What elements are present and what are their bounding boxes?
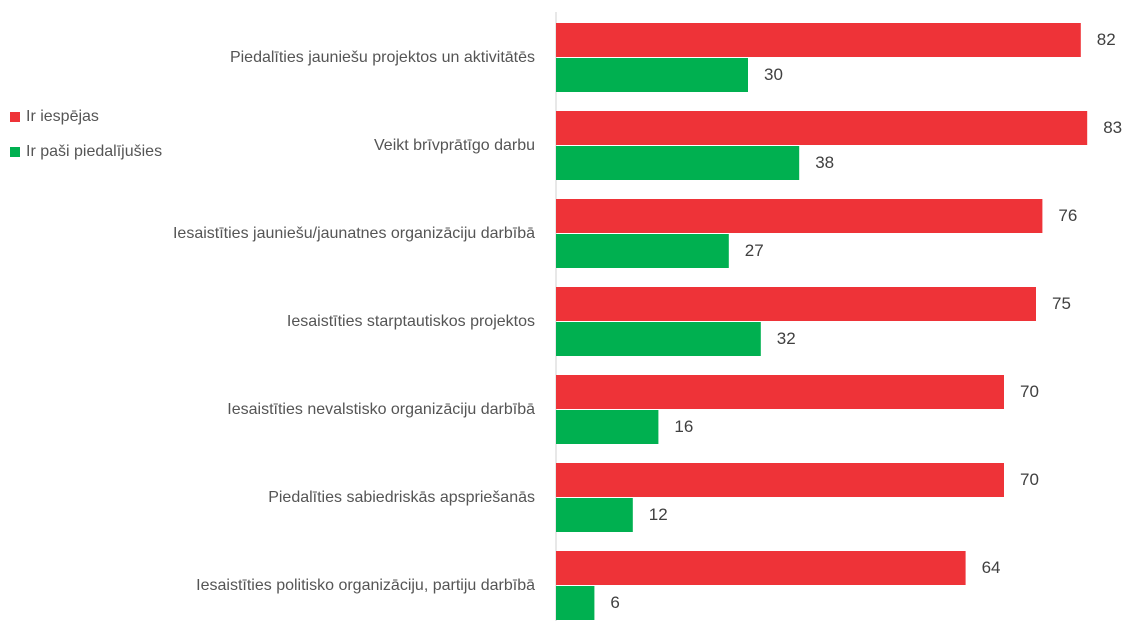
- legend-swatch: [10, 112, 20, 122]
- bar: [556, 586, 595, 620]
- bar: [556, 146, 800, 180]
- category-label: Veikt brīvprātīgo darbu: [374, 137, 535, 154]
- bar: [556, 410, 659, 444]
- value-label: 27: [745, 241, 764, 260]
- category-label: Iesaistīties starptautiskos projektos: [287, 313, 535, 330]
- value-label: 70: [1020, 382, 1039, 401]
- bar: [556, 199, 1043, 233]
- value-label: 82: [1097, 30, 1116, 49]
- category-label: Iesaistīties politisko organizāciju, par…: [196, 577, 535, 594]
- category-label: Iesaistīties jauniešu/jaunatnes organizā…: [173, 225, 535, 242]
- value-label: 83: [1103, 118, 1122, 137]
- value-label: 64: [982, 558, 1001, 577]
- legend-label: Ir paši piedalījušies: [26, 143, 162, 160]
- value-label: 75: [1052, 294, 1071, 313]
- category-label: Piedalīties jauniešu projektos un aktivi…: [230, 49, 535, 66]
- value-label: 76: [1058, 206, 1077, 225]
- value-label: 38: [815, 153, 834, 172]
- value-label: 30: [764, 65, 783, 84]
- value-label: 16: [674, 417, 693, 436]
- bar: [556, 375, 1004, 409]
- bar: [556, 287, 1036, 321]
- bar: [556, 498, 633, 532]
- category-label: Piedalīties sabiedriskās apspriešanās: [268, 489, 535, 506]
- bar: [556, 463, 1004, 497]
- category-label: Iesaistīties nevalstisko organizāciju da…: [227, 401, 535, 418]
- bar: [556, 234, 729, 268]
- value-label: 12: [649, 505, 668, 524]
- legend-swatch: [10, 147, 20, 157]
- bar: [556, 23, 1081, 57]
- value-label: 32: [777, 329, 796, 348]
- bar: [556, 551, 966, 585]
- value-label: 6: [610, 593, 619, 612]
- legend-label: Ir iespējas: [26, 108, 99, 125]
- bar: [556, 322, 761, 356]
- value-label: 70: [1020, 470, 1039, 489]
- bar: [556, 111, 1088, 145]
- bar: [556, 58, 748, 92]
